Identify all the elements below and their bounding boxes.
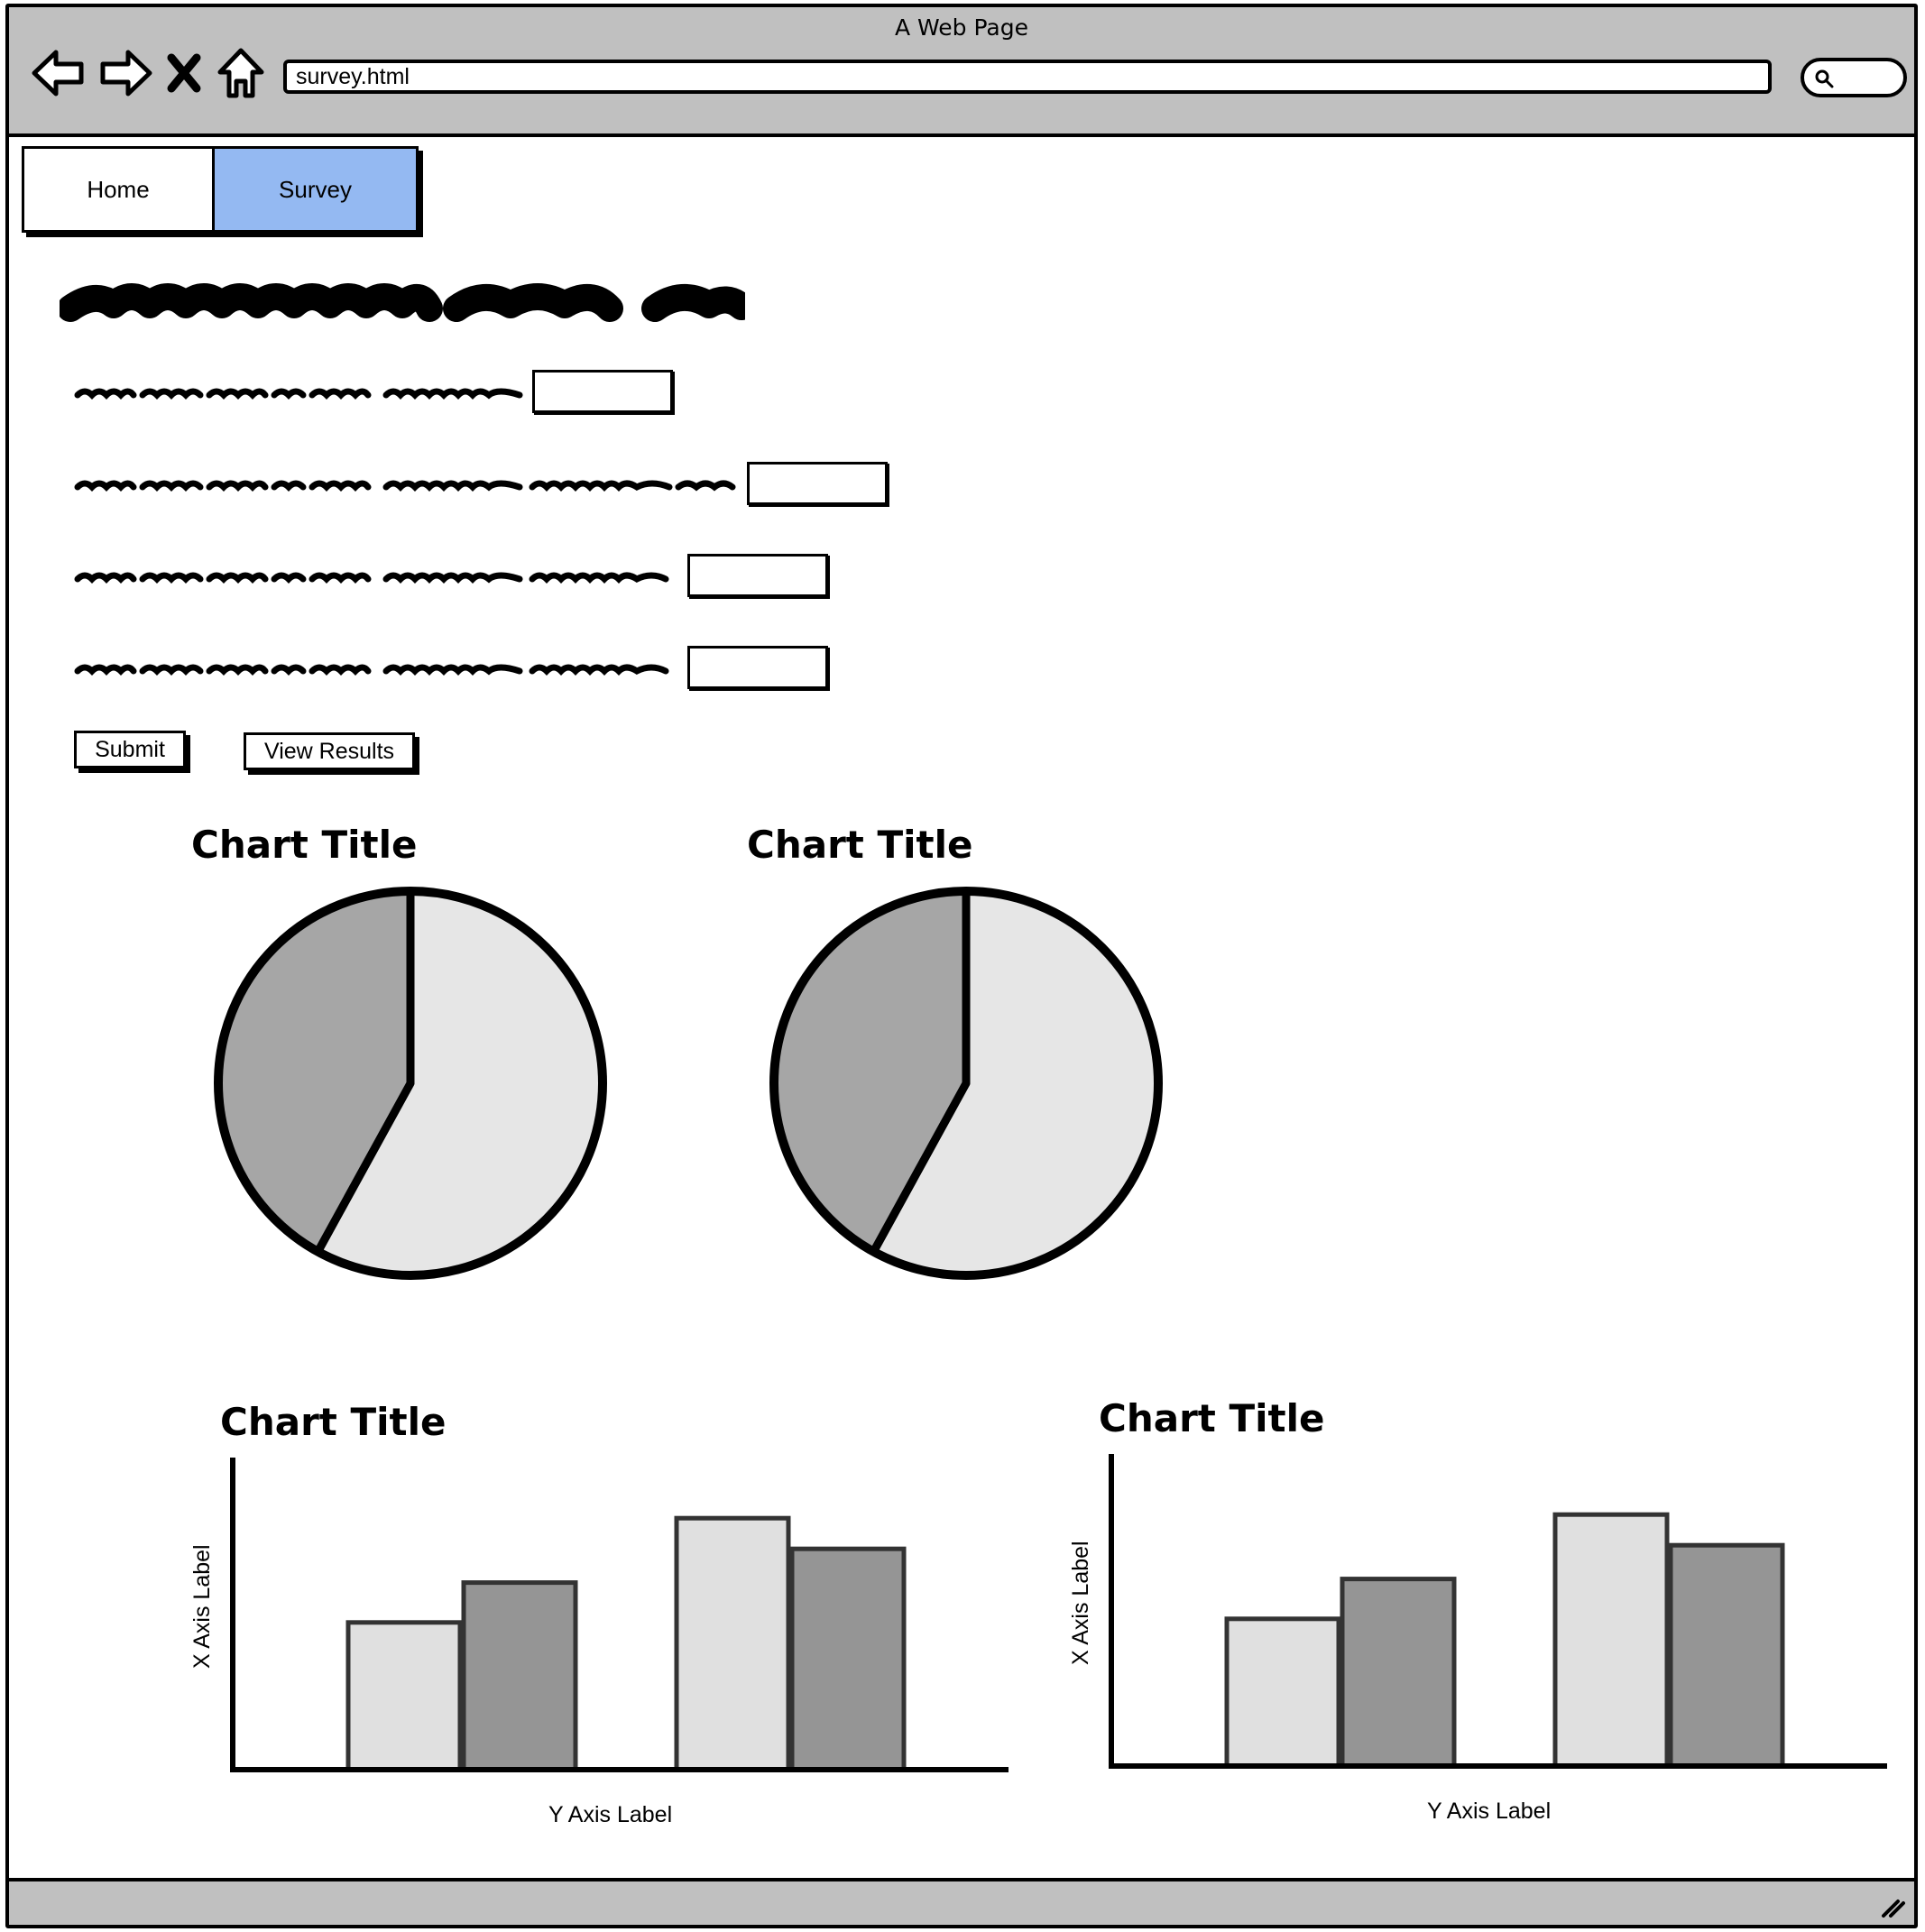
pie-1-outline (214, 887, 607, 1280)
bar-chart-1 (230, 1458, 1009, 1772)
address-bar[interactable]: survey.html (283, 60, 1772, 94)
pie-chart-2 (769, 887, 1163, 1280)
answer-input-1[interactable] (532, 370, 673, 413)
bar-chart-2-x-axis-label: Y Axis Label (1427, 1799, 1552, 1824)
question-label-placeholder (74, 664, 669, 676)
page-content: Home Survey Submit View Results Chart Ti… (9, 137, 1914, 1878)
submit-button[interactable]: Submit (74, 731, 186, 768)
tab-home[interactable]: Home (24, 149, 215, 230)
bar-2-group-2-series-2 (1668, 1542, 1785, 1769)
bar-chart-1-title: Chart Title (220, 1400, 447, 1444)
question-label-placeholder (74, 480, 736, 492)
search-icon (1815, 69, 1834, 88)
bar-chart-2 (1109, 1454, 1887, 1769)
browser-toolbar: A Web Page survey.html (9, 7, 1914, 137)
close-x-icon[interactable] (162, 43, 206, 103)
window-title: A Web Page (894, 14, 1029, 41)
browser-window: A Web Page survey.html Home Survey (5, 4, 1918, 1928)
bar-2-group-1-series-1 (1224, 1616, 1341, 1769)
bar-1-group-2-series-1 (674, 1515, 791, 1772)
forward-arrow-icon[interactable] (96, 43, 155, 103)
back-arrow-icon[interactable] (29, 43, 88, 103)
bar-1-group-1-series-2 (461, 1580, 578, 1772)
bar-1-group-2-series-2 (789, 1546, 907, 1772)
pie-chart-1-title: Chart Title (191, 823, 418, 867)
bar-1-group-1-series-1 (345, 1620, 463, 1772)
question-label-placeholder (74, 572, 669, 584)
nav-tabs: Home Survey (22, 146, 419, 233)
pie-chart-2-title: Chart Title (747, 823, 973, 867)
tab-survey[interactable]: Survey (215, 149, 416, 230)
answer-input-4[interactable] (687, 646, 828, 689)
home-icon[interactable] (211, 43, 271, 103)
question-label-placeholder (74, 388, 523, 400)
status-bar (9, 1878, 1914, 1925)
pie-2-outline (769, 887, 1163, 1280)
bar-chart-1-y-axis-label: X Axis Label (189, 1544, 215, 1669)
bar-chart-2-y-axis-label: X Axis Label (1068, 1541, 1093, 1665)
bar-chart-2-title: Chart Title (1099, 1396, 1325, 1440)
search-box[interactable] (1801, 58, 1907, 97)
bar-2-group-1-series-2 (1340, 1577, 1457, 1769)
answer-input-2[interactable] (747, 462, 888, 505)
answer-input-3[interactable] (687, 554, 828, 597)
pie-chart-1 (214, 887, 607, 1280)
bar-2-group-2-series-1 (1552, 1512, 1670, 1769)
resize-grip-icon[interactable] (1880, 1892, 1907, 1919)
view-results-button[interactable]: View Results (244, 732, 415, 770)
page-heading-placeholder (60, 283, 745, 322)
bar-chart-1-x-axis-label: Y Axis Label (548, 1802, 673, 1827)
